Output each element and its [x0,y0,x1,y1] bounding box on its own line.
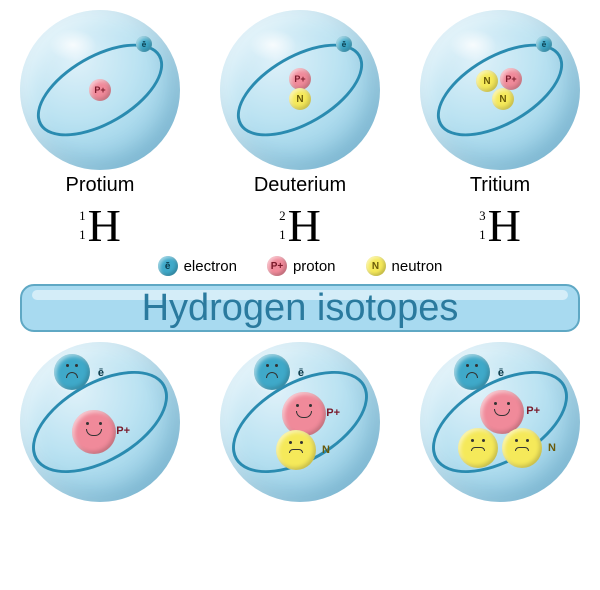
cartoon-row: ē P+ ē P+ N [0,342,600,502]
neutron-icon: N [366,256,386,276]
legend-label: electron [184,258,237,275]
electron: ē [336,36,352,52]
neutron: N [476,70,498,92]
cartoon-deuterium: ē P+ N [210,342,390,502]
mass-number: 2 [279,207,286,225]
legend-label: proton [293,258,336,275]
electron-face: ē [254,354,290,390]
isotope-tritium: N N P+ ē Tritium 3 1 H [410,10,590,252]
page-title: Hydrogen isotopes [142,287,459,330]
isotope-deuterium: P+ N ē Deuterium 2 1 H [210,10,390,252]
atom-sphere: ē P+ [20,342,180,502]
isotope-name: Tritium [470,174,530,197]
electron: ē [136,36,152,52]
isotope-protium: P+ ē Protium 1 1 H [10,10,190,252]
schematic-row: P+ ē Protium 1 1 H P+ N ē Deuterium 2 1 … [0,0,600,252]
neutron: N [492,88,514,110]
electron-face: ē [454,354,490,390]
atom-sphere: ē P+ N [420,342,580,502]
title-bar: Hydrogen isotopes [20,284,580,332]
legend-electron: ē electron [158,256,237,276]
legend-proton: P+ proton [267,256,336,276]
proton: P+ [500,68,522,90]
element-symbol: H [288,199,321,252]
atom-sphere: P+ ē [20,10,180,170]
electron: ē [536,36,552,52]
legend: ē electron P+ proton N neutron [0,256,600,276]
neutron-face: N [276,430,316,470]
cartoon-tritium: ē P+ N [410,342,590,502]
atom-sphere: N N P+ ē [420,10,580,170]
element-symbol: H [88,199,121,252]
isotope-symbol: 3 1 H [479,199,521,252]
mass-number: 3 [479,207,486,225]
atom-sphere: P+ N ē [220,10,380,170]
electron-icon: ē [158,256,178,276]
proton-face: P+ [282,392,326,436]
atomic-number: 1 [279,226,286,244]
neutron-face [458,428,498,468]
legend-neutron: N neutron [366,256,443,276]
isotope-name: Deuterium [254,174,346,197]
cartoon-protium: ē P+ [10,342,190,502]
isotope-symbol: 2 1 H [279,199,321,252]
atom-sphere: ē P+ N [220,342,380,502]
legend-label: neutron [392,258,443,275]
isotope-symbol: 1 1 H [79,199,121,252]
atomic-number: 1 [479,226,486,244]
proton: P+ [289,68,311,90]
neutron: N [289,88,311,110]
proton: P+ [89,79,111,101]
proton-icon: P+ [267,256,287,276]
proton-face: P+ [72,410,116,454]
electron-face: ē [54,354,90,390]
atomic-number: 1 [79,226,86,244]
neutron-face: N [502,428,542,468]
mass-number: 1 [79,207,86,225]
isotope-name: Protium [66,174,135,197]
element-symbol: H [488,199,521,252]
